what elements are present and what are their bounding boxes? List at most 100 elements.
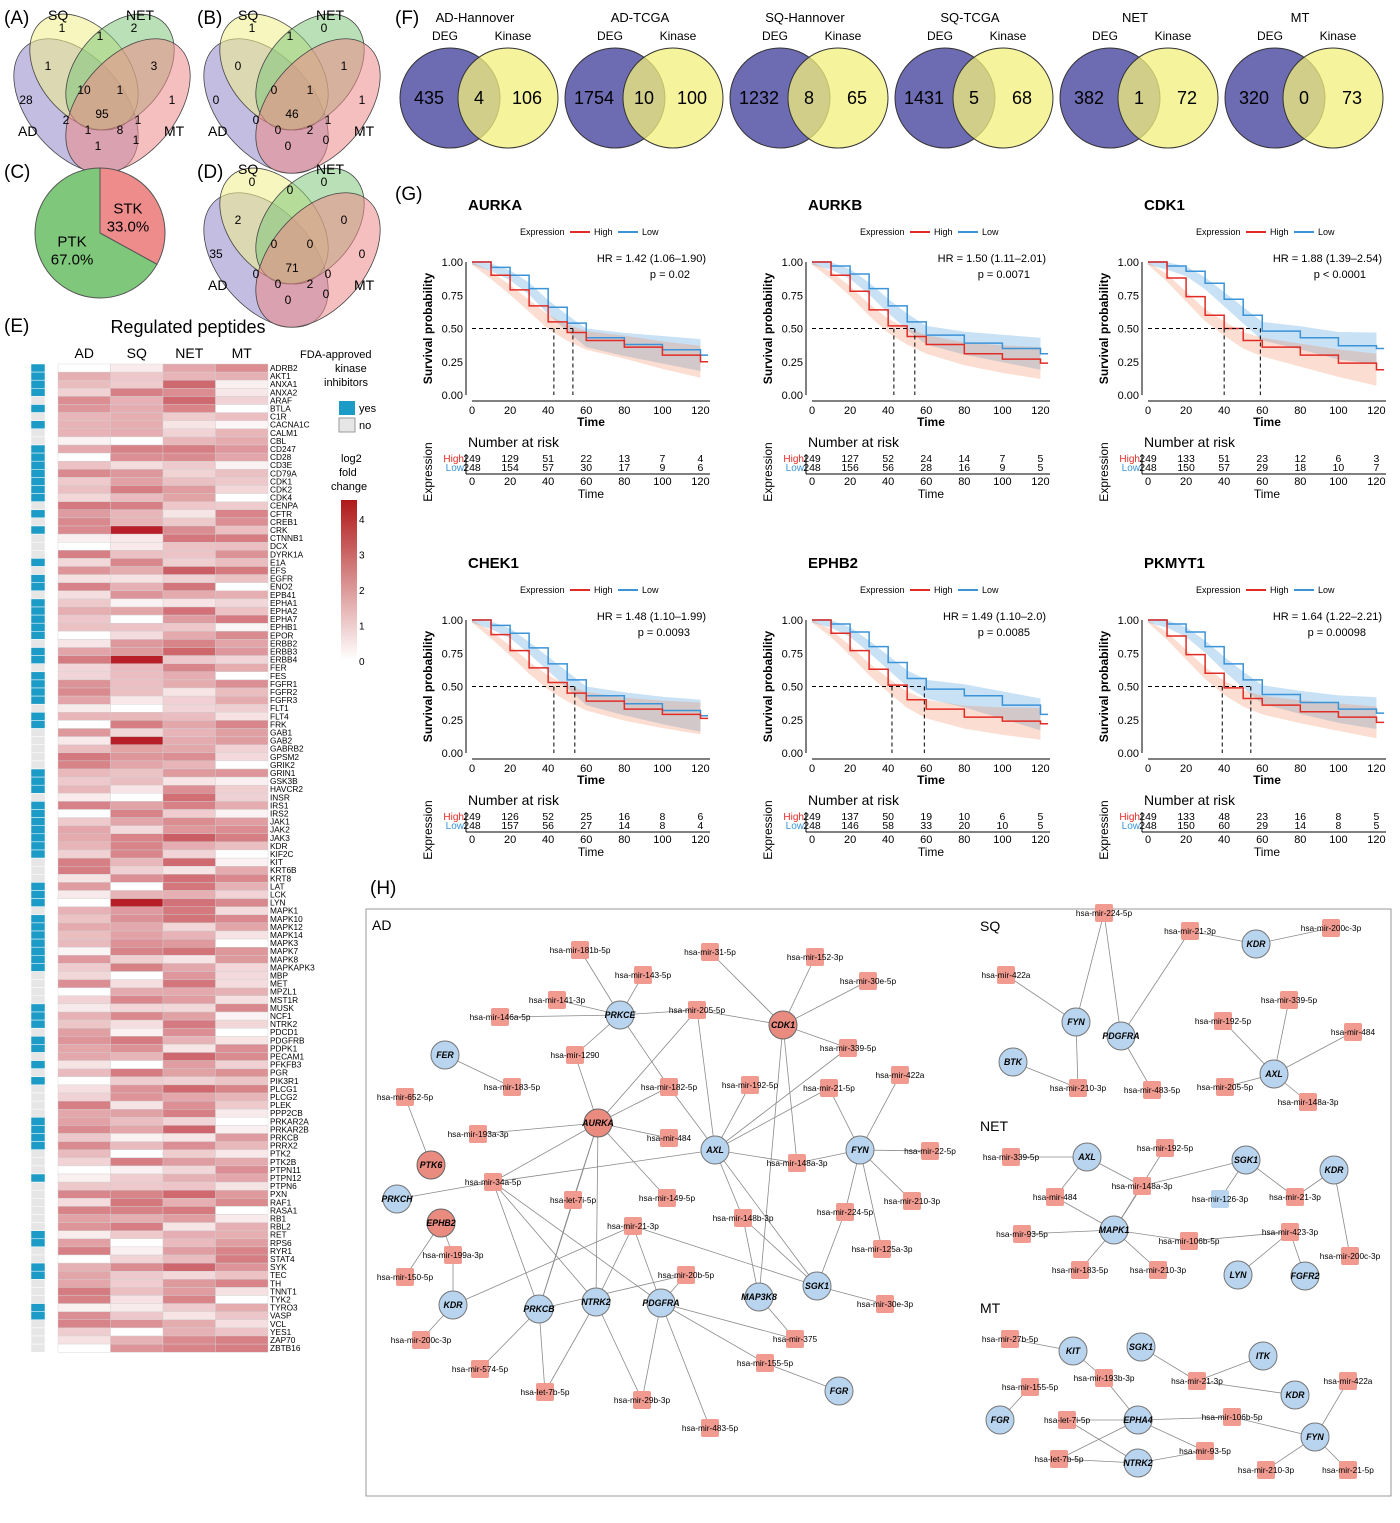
- network-edge: [538, 1274, 687, 1310]
- km-risk-title: Number at risk: [468, 792, 560, 808]
- heatmap-cell: [215, 1311, 269, 1320]
- heatmap-cell: [215, 728, 269, 737]
- venn2-title: AD-TCGA: [611, 10, 670, 25]
- km-y-tick: 0.50: [442, 682, 463, 694]
- heatmap-cell: [215, 1254, 269, 1264]
- kinase-label: MAPK1: [1099, 1225, 1130, 1235]
- fda-cell: [30, 558, 46, 567]
- heatmap-cell: [57, 582, 111, 592]
- kinase-node: [1123, 1405, 1153, 1435]
- heatmap-cell: [162, 1335, 216, 1345]
- heatmap-cell: [162, 582, 216, 592]
- km-risk-high-value: 24: [920, 453, 932, 465]
- km-y-tick: 0.75: [782, 648, 803, 660]
- fda-cell: [30, 752, 46, 762]
- venn-set-mt: [65, 38, 191, 174]
- heatmap-cell: [215, 542, 269, 551]
- mirna-node: [1143, 1081, 1161, 1099]
- kinase-node: [430, 1040, 460, 1070]
- fda-cell: [30, 533, 46, 543]
- mirna-node: [471, 1360, 489, 1378]
- km-curve-high: [1148, 261, 1385, 371]
- venn-label-sq: SQ: [238, 7, 258, 23]
- mirna-node: [571, 941, 589, 959]
- km-x-tick: 120: [691, 405, 709, 417]
- km-legend-low: Low: [642, 585, 659, 595]
- heatmap-gene-label: RET: [270, 1230, 287, 1240]
- venn2-title: MT: [1291, 10, 1310, 25]
- fda-cell: [30, 388, 46, 397]
- heatmap-cell: [162, 436, 216, 446]
- heatmap-cell: [110, 461, 164, 470]
- mirna-node: [839, 1039, 857, 1057]
- heatmap-gene-label: MAPK3: [270, 938, 299, 948]
- fda-cell: [30, 412, 46, 421]
- heatmap-cell: [215, 938, 269, 948]
- heatmap-cell: [57, 1189, 111, 1199]
- heatmap-gene-label: GRIK2: [270, 760, 295, 770]
- heatmap-cell: [110, 947, 164, 956]
- heatmap-cell: [57, 574, 111, 583]
- fda-cell: [30, 1214, 46, 1223]
- fda-cell: [30, 1019, 46, 1029]
- heatmap-cell: [215, 639, 269, 648]
- heatmap-cell: [110, 890, 164, 899]
- km-y-label: Survival probability: [421, 272, 435, 384]
- km-risk-low-value: 154: [501, 462, 519, 474]
- heatmap-gene-label: EPHA2: [270, 606, 298, 616]
- km-risk-low-value: 10: [1333, 462, 1345, 474]
- heatmap-cell: [215, 477, 269, 486]
- venn2-kinase-circle: [787, 47, 889, 149]
- heatmap-gene-label: EPHA1: [270, 598, 298, 608]
- fda-cell: [30, 1068, 46, 1078]
- heatmap-cell: [215, 647, 269, 656]
- heatmap-cell: [110, 1343, 164, 1353]
- heatmap-cell: [110, 436, 164, 446]
- heatmap-cell: [57, 906, 111, 916]
- heatmap-cell: [57, 1108, 111, 1118]
- mirna-node: [786, 1330, 804, 1348]
- km-risk-x-tick: 120: [1031, 834, 1049, 846]
- venn2-kinase-count: 100: [677, 88, 707, 108]
- km-risk-x-tick: 0: [809, 834, 815, 846]
- heatmap-gene-label: GAB2: [270, 736, 293, 746]
- heatmap-cell: [57, 1254, 111, 1264]
- heatmap-cell: [57, 712, 111, 721]
- heatmap-cell: [110, 477, 164, 486]
- kinase-label: ITK: [1256, 1351, 1271, 1361]
- heatmap-cell: [215, 517, 269, 527]
- mirna-node: [1196, 1442, 1214, 1460]
- network-edge: [1141, 1159, 1247, 1187]
- heatmap-cell: [162, 1117, 216, 1126]
- heatmap-cell: [57, 598, 111, 608]
- km-title: CHEK1: [468, 555, 519, 572]
- heatmap-cell: [57, 1068, 111, 1077]
- heatmap-cell: [110, 1303, 164, 1312]
- kinase-label: FGR: [830, 1386, 849, 1396]
- venn-count-net: 2: [131, 21, 138, 35]
- heatmap-gene-label: FES: [270, 671, 287, 681]
- kinase-node: [581, 1287, 611, 1317]
- kinase-node: [524, 1294, 554, 1324]
- heatmap-cell: [215, 1262, 269, 1272]
- mirna-node: [836, 1203, 854, 1221]
- km-risk-title: Number at risk: [1144, 434, 1236, 450]
- venn2-deg-count: 382: [1074, 88, 1104, 108]
- km-risk-x-tick: 100: [1329, 476, 1347, 488]
- heatmap-cell: [215, 874, 269, 883]
- network-edge: [782, 980, 869, 1026]
- fda-cell: [30, 1076, 46, 1086]
- fda-cell: [30, 404, 46, 413]
- heatmap-cell: [57, 930, 111, 940]
- heatmap-cell: [162, 1084, 216, 1094]
- kinase-node-upregulated: [416, 1150, 446, 1180]
- fda-cell: [30, 509, 46, 519]
- km-y-tick: 0.50: [782, 682, 803, 694]
- venn2-kinase-count: 106: [512, 88, 542, 108]
- heatmap-cell: [215, 1117, 269, 1126]
- heatmap-cell: [162, 639, 216, 648]
- network-edge: [632, 1225, 818, 1287]
- heatmap-cell: [110, 922, 164, 932]
- venn-label-sq: SQ: [48, 7, 68, 23]
- venn2-both-count: 4: [474, 88, 484, 108]
